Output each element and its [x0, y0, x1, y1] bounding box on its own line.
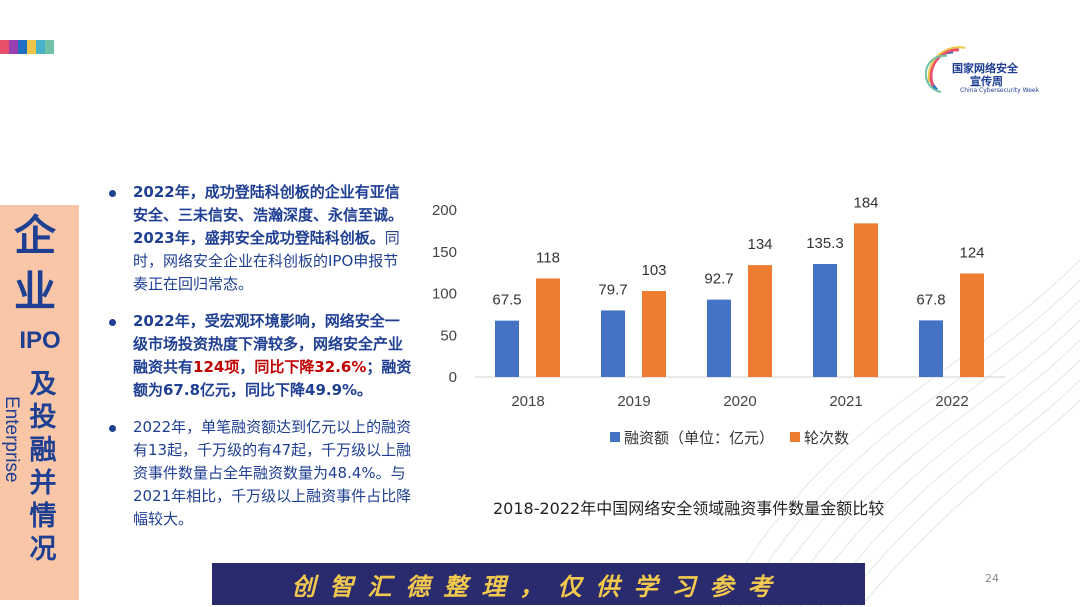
bullet-text: 同时，网络安全企业在科创板的IPO申报节奏正在回归常态。: [133, 229, 400, 293]
sidebar-english-label: Enterprise: [1, 396, 22, 483]
bar-financing-amount: [707, 299, 731, 377]
data-label: 135.3: [806, 235, 844, 252]
bar-financing-amount: [495, 320, 519, 377]
x-tick-label: 2018: [511, 393, 544, 410]
data-label: 103: [641, 262, 666, 279]
sidebar-title-char: 及: [29, 369, 57, 400]
bullet-text: 2022年，受宏观环境影响，网络安全一级市场投资热度下滑较多，网络安全产业融资共…: [133, 312, 404, 376]
strip-swatch: [45, 40, 54, 54]
y-tick-label: 100: [432, 286, 457, 303]
x-tick-label: 2019: [617, 393, 650, 410]
data-label: 67.8: [916, 291, 945, 308]
data-label: 118: [536, 249, 560, 266]
footer-text: 创智汇德整理，仅供学习参考: [291, 571, 786, 601]
sidebar-title-char: 情: [29, 501, 57, 532]
data-label: 92.7: [704, 271, 733, 288]
strip-swatch: [9, 40, 18, 54]
data-label: 134: [747, 236, 772, 253]
bar-financing-amount: [601, 310, 625, 377]
financing-bar-chart: 0 50 100 150 200 67.5 118 2018 79.7 103 2019 92.7 13…: [432, 194, 1005, 447]
bar-round-count: [536, 278, 560, 377]
footer-banner: 创智汇德整理，仅供学习参考: [212, 563, 865, 605]
legend-swatch: [790, 432, 800, 442]
bar-financing-amount: [919, 320, 943, 377]
bullet-text: ，: [239, 358, 255, 376]
strip-swatch: [27, 40, 36, 54]
bar-round-count: [960, 273, 984, 377]
page-number: 24: [985, 572, 999, 585]
data-label: 184: [853, 194, 878, 211]
bar-round-count: [748, 265, 772, 377]
logo-text-line1: 国家网络安全: [952, 62, 1018, 75]
strip-swatch: [18, 40, 27, 54]
sidebar-title-ipo: IPO: [19, 327, 61, 354]
sidebar-title-char: 企: [13, 211, 56, 260]
bullet-item: 2022年，单笔融资额达到亿元以上的融资有13起，千万级的有47起，千万级以上融…: [107, 416, 412, 531]
x-tick-label: 2022: [935, 393, 968, 410]
bar-financing-amount: [813, 264, 837, 377]
bar-round-count: [854, 223, 878, 377]
bullet-text: ；融资额为67.8亿元，同比下降49.9%。: [133, 358, 412, 399]
sidebar-title-char: 况: [29, 534, 57, 565]
color-strip: [0, 40, 54, 54]
x-tick-label: 2021: [829, 393, 862, 410]
sidebar-title-char: 并: [29, 468, 57, 499]
sidebar-title-char: 融: [29, 435, 57, 466]
bullet-text-bold: 2022年，成功登陆科创板的企业有亚信安全、三未信安、浩瀚深度、永信至诚。202…: [133, 183, 404, 247]
chart-caption: 2018-2022年中国网络安全领域融资事件数量金额比较: [493, 499, 885, 518]
data-label: 124: [959, 244, 984, 261]
bullet-highlight: 同比下降32.6%: [254, 358, 367, 376]
bullet-text: 2022年，单笔融资额达到亿元以上的融资有13起，千万级的有47起，千万级以上融…: [133, 418, 412, 528]
sidebar-title-char: 业: [13, 267, 56, 316]
y-tick-label: 0: [449, 369, 457, 386]
bar-round-count: [642, 290, 666, 377]
logo-text-line3: China Cybersecurity Week: [960, 87, 1040, 94]
strip-swatch: [36, 40, 45, 54]
data-label: 79.7: [598, 281, 627, 298]
decorative-wave-background: [719, 259, 1080, 607]
y-tick-label: 50: [440, 327, 457, 344]
logo-text-line2: 宣传周: [970, 75, 1003, 88]
cybersecurity-week-logo: [925, 46, 966, 93]
bullet-item: 2022年，受宏观环境影响，网络安全一级市场投资热度下滑较多，网络安全产业融资共…: [107, 310, 412, 402]
y-tick-label: 200: [432, 202, 457, 219]
legend-label: 轮次数: [804, 429, 849, 447]
sidebar-panel: [0, 205, 79, 600]
y-tick-label: 150: [432, 244, 457, 261]
sidebar-title-char: 投: [29, 402, 57, 433]
legend-label: 融资额（单位：亿元）: [624, 429, 774, 447]
x-tick-label: 2020: [723, 393, 756, 410]
bullet-highlight: 124项: [193, 358, 240, 376]
legend-swatch: [610, 432, 620, 442]
data-label: 67.5: [492, 292, 521, 309]
strip-swatch: [0, 40, 9, 54]
bullet-item: 2022年，成功登陆科创板的企业有亚信安全、三未信安、浩瀚深度、永信至诚。202…: [107, 181, 412, 296]
bullet-list: 2022年，成功登陆科创板的企业有亚信安全、三未信安、浩瀚深度、永信至诚。202…: [107, 181, 412, 545]
